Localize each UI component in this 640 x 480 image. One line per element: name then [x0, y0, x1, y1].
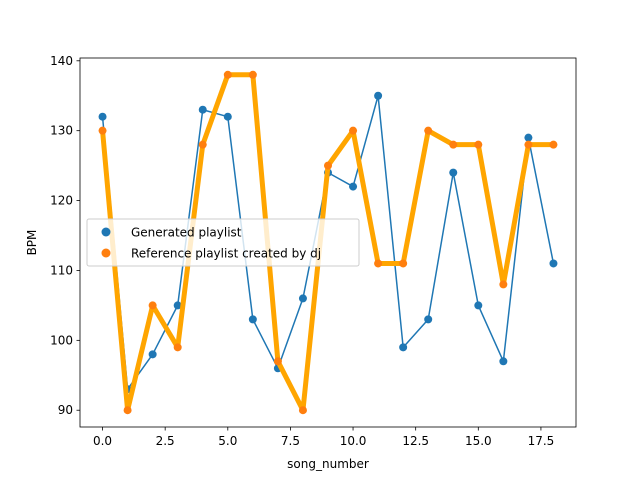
data-point [223, 112, 232, 121]
x-tick-label: 17.5 [528, 434, 555, 448]
data-point [549, 140, 558, 149]
data-point [198, 140, 207, 149]
y-tick-label: 90 [58, 403, 73, 417]
y-tick-label: 120 [50, 194, 73, 208]
data-point [374, 91, 383, 100]
legend: Generated playlist Reference playlist cr… [86, 218, 360, 267]
data-point [424, 315, 433, 324]
x-tick-label: 7.5 [281, 434, 300, 448]
data-point [273, 357, 282, 366]
x-tick-label: 0.0 [93, 434, 112, 448]
x-tick-label: 2.5 [156, 434, 175, 448]
x-axis: 0.0 2.5 5.0 7.5 10.0 12.5 15.0 17.5 [93, 427, 554, 448]
data-point [248, 315, 257, 324]
y-tick-label: 140 [50, 54, 73, 68]
y-axis: 90 100 110 120 130 140 [50, 54, 80, 417]
y-axis-label: BPM [25, 230, 39, 256]
data-point [223, 70, 232, 79]
legend-entry-generated: Generated playlist [131, 226, 242, 240]
x-tick-label: 12.5 [402, 434, 429, 448]
data-point [374, 259, 383, 268]
legend-box [86, 218, 360, 267]
data-point [198, 105, 207, 114]
legend-marker-reference [101, 248, 111, 258]
legend-marker-generated [101, 227, 111, 237]
data-point [298, 294, 307, 303]
data-point [123, 406, 132, 415]
data-point [173, 301, 182, 310]
data-point [449, 140, 458, 149]
series-generated [98, 91, 558, 394]
y-tick-label: 130 [50, 124, 73, 138]
data-point [524, 140, 533, 149]
data-point [349, 182, 358, 191]
data-point [499, 280, 508, 289]
data-point [324, 161, 332, 170]
data-point [549, 259, 558, 268]
data-point [524, 133, 533, 142]
x-tick-label: 15.0 [465, 434, 492, 448]
x-axis-label: song_number [287, 457, 369, 471]
data-point [148, 350, 157, 359]
y-tick-label: 110 [50, 263, 73, 277]
data-point [399, 259, 408, 268]
plot-frame [79, 57, 577, 428]
data-point [349, 126, 358, 135]
series-layer [98, 70, 558, 415]
data-point [98, 112, 107, 121]
data-point [173, 343, 182, 352]
data-point [399, 343, 408, 352]
data-point [298, 406, 307, 415]
data-point [98, 126, 107, 135]
x-tick-label: 10.0 [340, 434, 367, 448]
data-point [499, 357, 508, 366]
legend-entry-reference: Reference playlist created by dj [131, 247, 321, 261]
data-point [449, 168, 458, 177]
data-point [424, 126, 433, 135]
data-point [148, 301, 157, 310]
x-tick-label: 5.0 [218, 434, 237, 448]
series-reference [98, 70, 558, 415]
data-point [474, 301, 483, 310]
data-point [248, 70, 257, 79]
y-tick-label: 100 [50, 333, 73, 347]
data-point [474, 140, 483, 149]
